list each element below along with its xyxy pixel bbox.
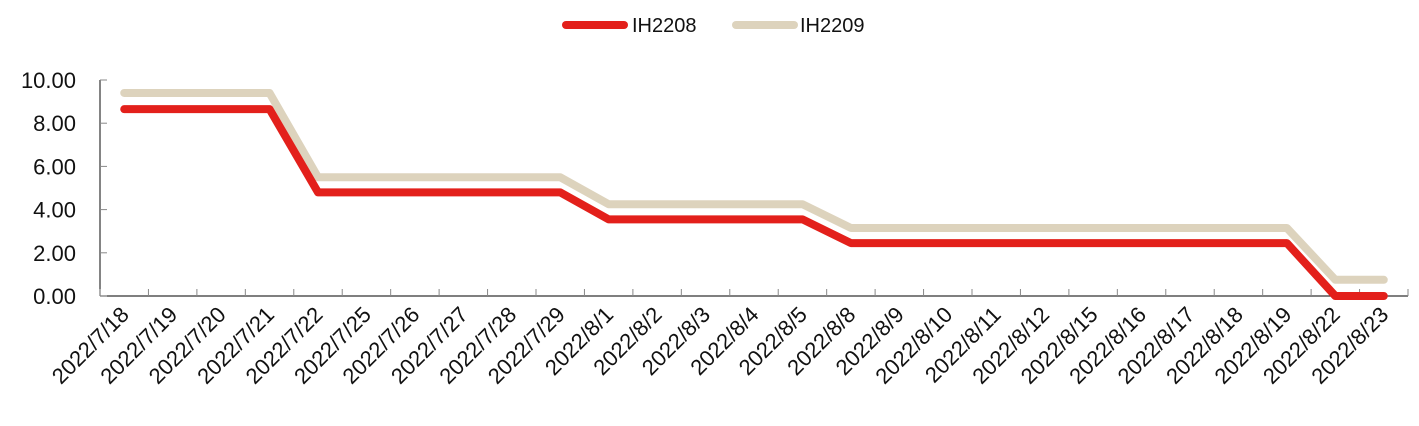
y-tick-label: 4.00 — [33, 198, 76, 223]
y-tick-label: 8.00 — [33, 111, 76, 136]
legend-label-ih2208: IH2208 — [632, 15, 697, 37]
y-tick-label: 10.00 — [21, 68, 76, 93]
y-tick-label: 6.00 — [33, 154, 76, 179]
y-tick-label: 0.00 — [33, 284, 76, 309]
legend: IH2208 IH2209 — [562, 15, 865, 37]
legend-label-ih2209: IH2209 — [800, 15, 865, 37]
y-tick-label: 2.00 — [33, 241, 76, 266]
